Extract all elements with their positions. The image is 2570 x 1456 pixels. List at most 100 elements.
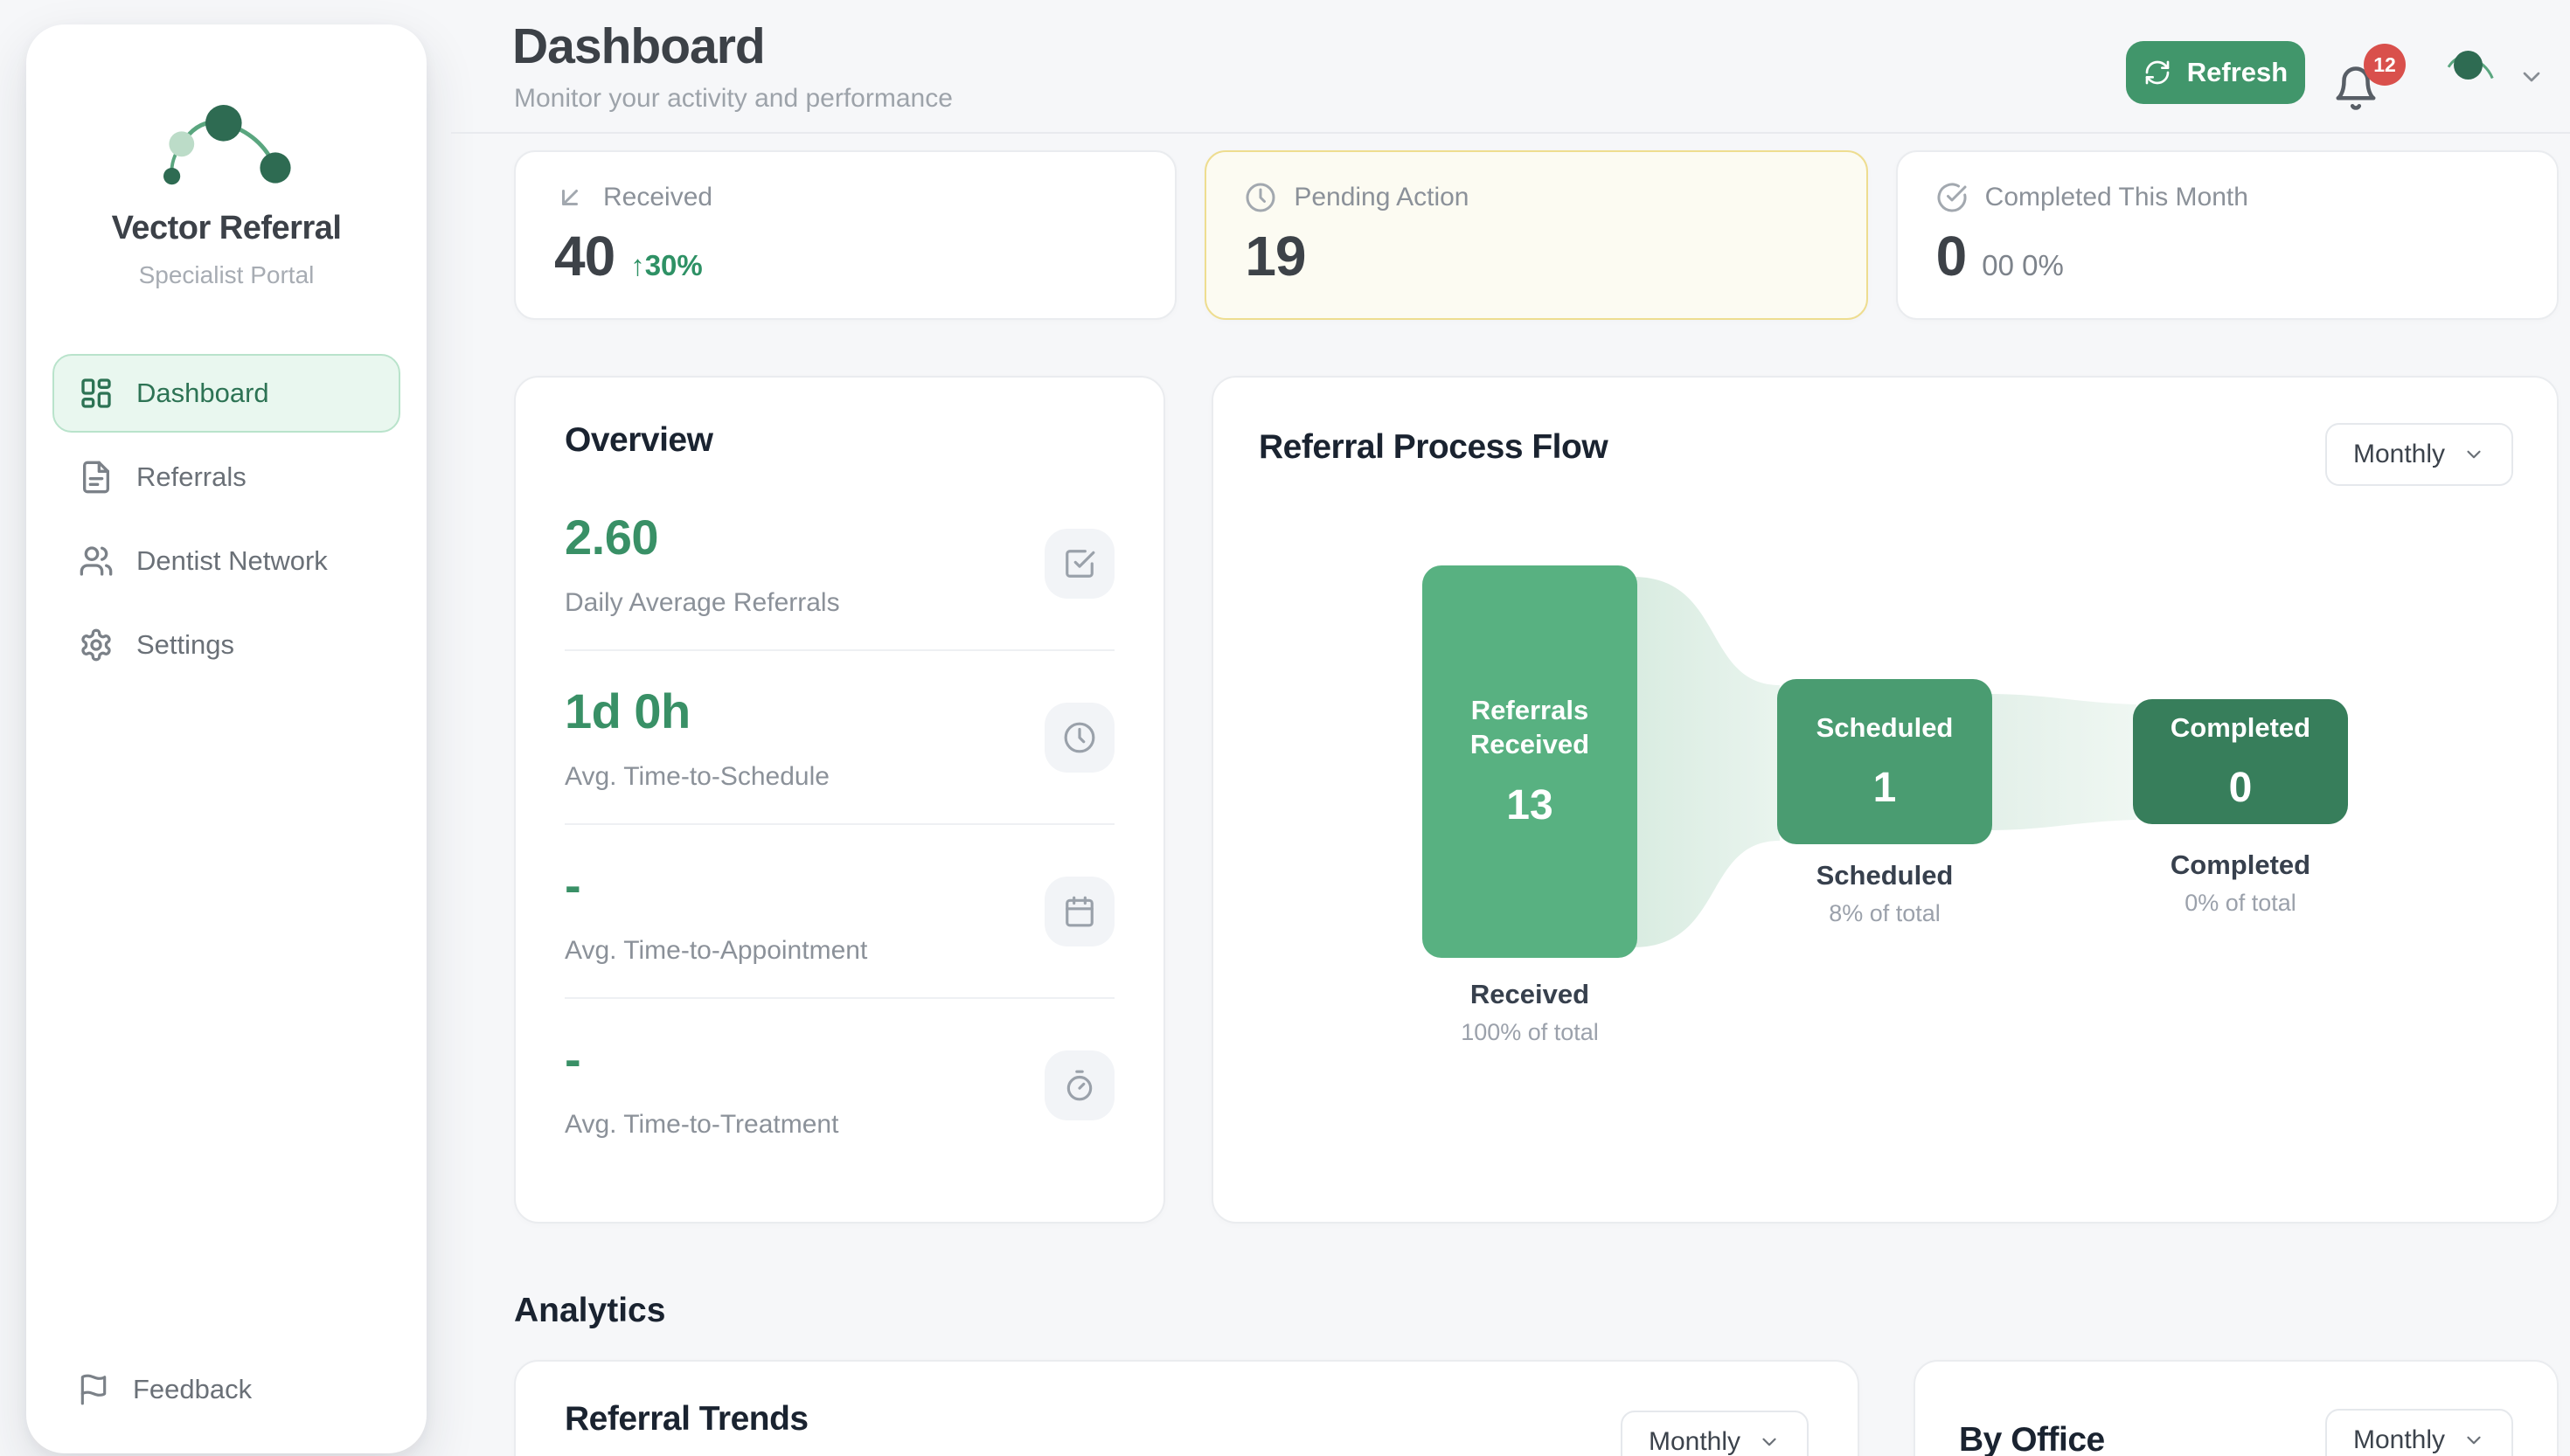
avatar-logo-icon	[2447, 51, 2494, 80]
overview-row-time-to-schedule: 1d 0h Avg. Time-to-Schedule	[565, 651, 1115, 823]
overview-row-time-to-treatment: - Avg. Time-to-Treatment	[565, 999, 1115, 1171]
notification-badge: 12	[2364, 44, 2406, 86]
stat-sub: 00 0%	[1982, 249, 2064, 281]
by-office-card: By Office Monthly	[1914, 1360, 2559, 1456]
process-flow-period-select[interactable]: Monthly	[2324, 423, 2513, 486]
sankey-node-title: Referrals Received	[1469, 695, 1590, 759]
overview-label: Avg. Time-to-Appointment	[565, 936, 868, 965]
by-office-period-select[interactable]: Monthly	[2324, 1409, 2513, 1456]
overview-iconbox	[1045, 528, 1115, 599]
sidebar: Vector Referral Specialist Portal Dashbo…	[26, 24, 427, 1453]
overview-row-daily-average: 2.60 Daily Average Referrals	[565, 477, 1115, 649]
overview-iconbox	[1045, 1050, 1115, 1120]
brand-logo-icon	[163, 105, 291, 185]
check-square-icon	[1066, 549, 1095, 578]
stat-label: Pending Action	[1294, 183, 1469, 211]
page-title: Dashboard	[512, 18, 766, 74]
divider	[565, 649, 1115, 651]
overview-card: Overview 2.60 Daily Average Referrals 1d…	[514, 376, 1165, 1224]
overview-row-time-to-appointment: - Avg. Time-to-Appointment	[565, 825, 1115, 997]
stat-label: Received	[603, 183, 713, 211]
sidebar-item-dentist-network[interactable]: Dentist Network	[52, 522, 400, 600]
sankey-stage-label: Completed 0% of total	[2170, 849, 2311, 916]
stat-value: 0	[1935, 225, 1968, 288]
referral-trends-period-select[interactable]: Monthly	[1620, 1411, 1809, 1456]
by-office-title: By Office	[1959, 1421, 2105, 1456]
chevron-down-icon	[2523, 72, 2540, 82]
stat-card-pending-action: Pending Action 19	[1205, 150, 1868, 320]
sankey-flow-links	[1633, 577, 2136, 947]
overview-value: 1d 0h	[565, 683, 691, 738]
gear-icon	[81, 628, 111, 662]
divider	[565, 823, 1115, 825]
file-text-icon	[83, 461, 110, 494]
process-flow-title: Referral Process Flow	[1259, 428, 1608, 466]
divider	[565, 997, 1115, 999]
stat-delta: ↑30%	[630, 249, 703, 281]
period-value: Monthly	[2352, 1425, 2445, 1454]
brand-tagline: Specialist Portal	[138, 261, 315, 288]
overview-title: Overview	[565, 421, 713, 459]
stat-value: 19	[1245, 225, 1306, 288]
sidebar-item-label: Settings	[136, 629, 235, 660]
layout-grid-icon	[81, 378, 111, 408]
flag-icon	[80, 1374, 107, 1405]
overview-value: -	[565, 857, 581, 912]
stats-row: Received 40 ↑30% Pending Action 19 Compl…	[514, 150, 2559, 320]
sankey-node-title: Completed	[2170, 711, 2311, 743]
check-circle-icon	[1937, 183, 1967, 212]
sidebar-item-label: Dashboard	[136, 378, 269, 408]
stat-card-completed-month: Completed This Month 0 00 0%	[1895, 150, 2559, 320]
stat-card-received: Received 40 ↑30%	[514, 150, 1177, 320]
overview-iconbox	[1045, 702, 1115, 773]
overview-label: Avg. Time-to-Schedule	[565, 762, 830, 791]
sankey-stage-label: Scheduled 8% of total	[1816, 860, 1954, 926]
process-flow-card: Referral Process Flow Monthly Referrals …	[1212, 376, 2559, 1224]
sankey-node-completed: Completed 0	[2133, 699, 2348, 824]
chevron-down-icon	[2467, 450, 2481, 459]
clock-icon	[1064, 722, 1095, 752]
chevron-down-icon	[2467, 1436, 2481, 1445]
arrow-down-left-icon	[562, 190, 578, 205]
sankey-node-scheduled: Scheduled 1	[1777, 679, 1992, 844]
clock-icon	[1246, 183, 1275, 212]
page-subtitle: Monitor your activity and performance	[514, 84, 953, 113]
sidebar-item-settings[interactable]: Settings	[52, 606, 400, 684]
overview-value: 2.60	[565, 510, 658, 565]
period-value: Monthly	[2352, 440, 2445, 468]
sankey-stage-label: Received 100% of total	[1461, 979, 1599, 1045]
sidebar-item-dashboard[interactable]: Dashboard	[52, 354, 400, 433]
stat-label: Completed This Month	[1984, 183, 2248, 211]
overview-value: -	[565, 1031, 581, 1086]
refresh-button[interactable]: Refresh	[2126, 41, 2305, 104]
feedback-label: Feedback	[133, 1374, 253, 1404]
refresh-label: Refresh	[2186, 57, 2289, 87]
chevron-down-icon	[1762, 1438, 1776, 1446]
sidebar-item-referrals[interactable]: Referrals	[52, 438, 400, 517]
account-menu-chevron[interactable]	[2518, 63, 2546, 91]
calendar-icon	[1066, 896, 1094, 926]
overview-label: Avg. Time-to-Treatment	[565, 1110, 839, 1139]
overview-iconbox	[1045, 876, 1115, 946]
referral-trends-title: Referral Trends	[565, 1400, 809, 1438]
avatar[interactable]	[2430, 45, 2509, 103]
timer-icon	[1066, 1070, 1093, 1100]
stat-value: 40	[554, 225, 615, 288]
brand-name: Vector Referral	[111, 210, 342, 246]
sankey-node-title: Scheduled	[1816, 711, 1954, 743]
refresh-icon	[2145, 60, 2170, 85]
sankey-node-value: 1	[1872, 765, 1897, 812]
referral-trends-card: Referral Trends Received over time Month…	[514, 1360, 1859, 1456]
feedback-button[interactable]: Feedback	[77, 1373, 252, 1406]
notifications-button[interactable]: 12	[2332, 44, 2406, 124]
sidebar-nav: Dashboard Referrals Dentist Network Sett…	[52, 354, 400, 684]
bell-icon	[2336, 66, 2376, 110]
overview-label: Daily Average Referrals	[565, 588, 840, 617]
period-value: Monthly	[1648, 1427, 1740, 1456]
sankey-node-value: 0	[2228, 765, 2253, 812]
sidebar-item-label: Dentist Network	[136, 545, 328, 576]
sankey-node-value: 13	[1506, 781, 1553, 829]
analytics-heading: Analytics	[514, 1292, 666, 1329]
sidebar-item-label: Referrals	[136, 461, 247, 492]
users-icon	[80, 546, 113, 576]
